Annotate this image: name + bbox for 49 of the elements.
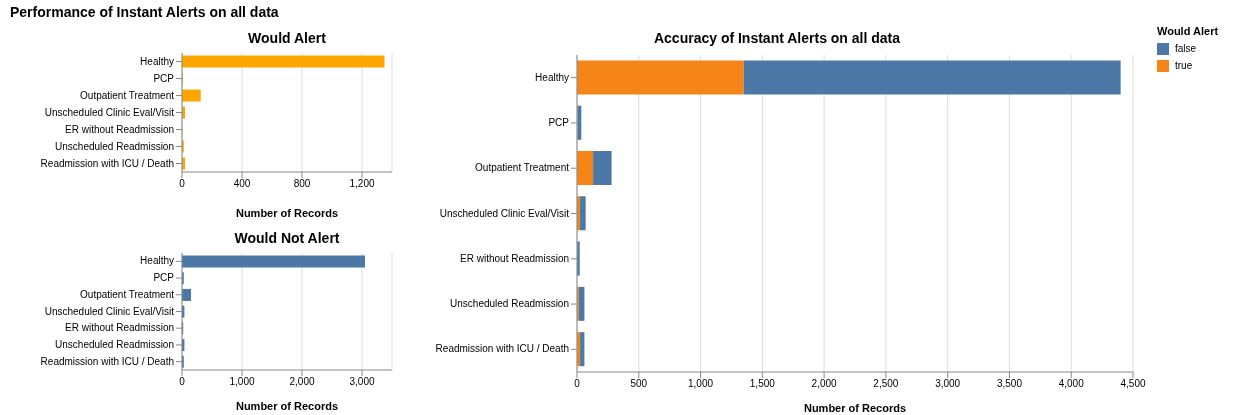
chart-title: Performance of Instant Alerts on all data [10,4,279,20]
chart-subtitle: Would Alert [248,30,326,46]
x-tick-label: 0 [179,376,186,388]
x-tick-label: 500 [630,378,648,390]
chart-title: Accuracy of Instant Alerts on all data [653,30,901,46]
y-tick-label: Readmission with ICU / Death [435,343,569,355]
x-tick-label: 1,000 [688,378,714,390]
y-tick-label: Healthy [140,255,174,267]
y-tick-label: PCP [153,72,175,84]
x-tick-label: 3,500 [996,378,1023,390]
y-tick-label: Outpatient Treatment [80,89,175,101]
y-tick-label: Unscheduled Readmission [55,338,174,350]
x-tick-label: 0 [574,378,581,390]
y-tick-label: Healthy [140,55,174,67]
x-tick-label: 0 [179,178,186,190]
y-tick-label: Outpatient Treatment [80,288,175,300]
y-tick-label: Readmission with ICU / Death [40,355,174,367]
x-tick-label: 3,000 [349,376,375,388]
x-tick-label: 4,000 [1058,378,1085,390]
x-tick-label: 1,000 [229,376,255,388]
x-tick-label: 2,000 [811,378,838,390]
y-tick-label: Unscheduled Clinic Eval/Visit [439,207,570,219]
x-tick-label: 3,000 [935,378,961,390]
legend-title: Would Alert [1157,25,1219,37]
x-tick-label: 2,500 [873,378,899,390]
x-axis-title: Number of Records [235,207,339,219]
y-tick-label: PCP [548,116,570,128]
y-tick-label: Readmission with ICU / Death [40,157,174,169]
y-tick-label: Unscheduled Clinic Eval/Visit [44,106,175,118]
y-tick-label: Unscheduled Readmission [55,140,174,152]
chart-title: Would Not Alert [234,230,340,246]
y-tick-label: Unscheduled Clinic Eval/Visit [44,305,175,317]
y-tick-label: Healthy [535,71,569,83]
x-tick-label: 4,500 [1120,378,1146,390]
y-tick-label: ER without Readmission [65,322,174,334]
x-axis-title: Number of Records [803,402,907,414]
y-tick-label: PCP [153,272,175,284]
x-tick-label: 2,000 [289,376,315,388]
y-tick-label: Outpatient Treatment [475,162,570,174]
legend-label: true [1174,59,1194,73]
x-tick-label: 400 [233,178,251,190]
x-tick-label: 1,200 [349,178,375,190]
y-tick-label: ER without Readmission [65,123,174,135]
x-axis-title: Number of Records [235,400,339,412]
x-tick-label: 800 [293,178,311,190]
y-tick-label: Unscheduled Readmission [450,298,569,310]
y-tick-label: ER without Readmission [460,252,569,264]
legend-label: false [1174,42,1198,56]
x-tick-label: 1,500 [749,378,776,390]
